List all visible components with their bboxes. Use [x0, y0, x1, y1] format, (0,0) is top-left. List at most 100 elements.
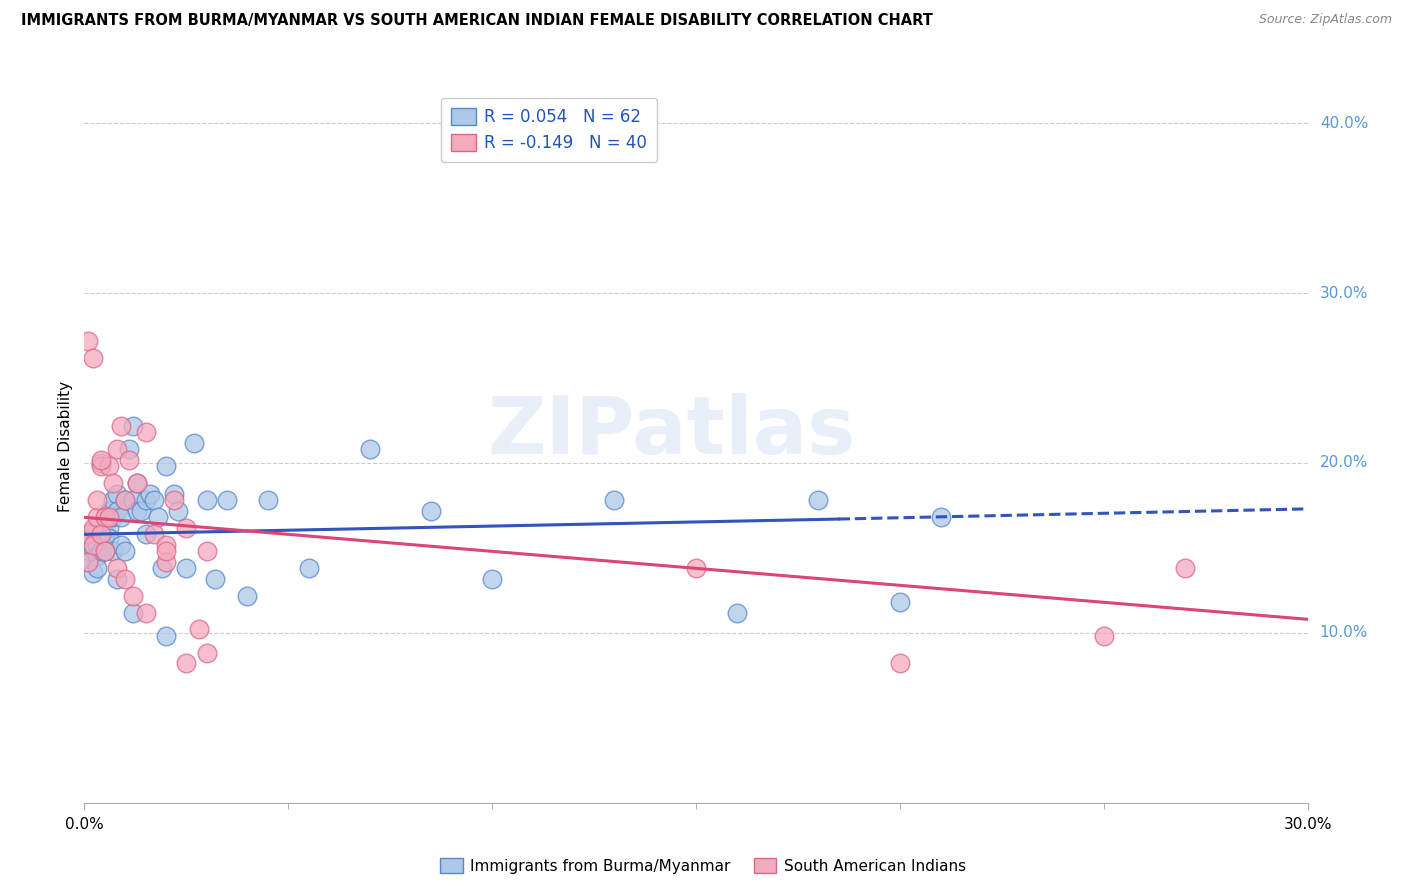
Point [138, 486, 160, 500]
Point [118, 442, 141, 457]
Point [105, 486, 128, 500]
Point [187, 623, 209, 637]
Point [114, 572, 136, 586]
Text: 10.0%: 10.0% [1320, 625, 1368, 640]
Point [135, 425, 157, 440]
Point [150, 561, 173, 575]
Point [97, 531, 120, 545]
Point [82, 566, 104, 581]
Point [97, 520, 120, 534]
Point [105, 572, 128, 586]
Point [155, 544, 177, 558]
Point [481, 572, 503, 586]
Point [77, 334, 100, 348]
Legend: Immigrants from Burma/Myanmar, South American Indians: Immigrants from Burma/Myanmar, South Ame… [433, 852, 973, 880]
Point [127, 476, 149, 491]
Point [127, 503, 149, 517]
Point [155, 459, 177, 474]
Point [155, 629, 177, 643]
Point [204, 572, 226, 586]
Text: ZIPatlas: ZIPatlas [488, 392, 856, 471]
Text: 20.0%: 20.0% [1320, 456, 1368, 470]
Point [77, 555, 100, 569]
Point [1174, 561, 1197, 575]
Point [155, 555, 177, 569]
Point [122, 418, 145, 433]
Point [131, 503, 153, 517]
Point [195, 646, 218, 660]
Point [97, 510, 120, 524]
Point [110, 418, 132, 433]
Point [93, 510, 115, 524]
Point [97, 503, 120, 517]
Point [101, 510, 124, 524]
Point [163, 486, 186, 500]
Point [257, 493, 280, 508]
Point [135, 527, 157, 541]
Legend: R = 0.054   N = 62, R = -0.149   N = 40: R = 0.054 N = 62, R = -0.149 N = 40 [441, 97, 657, 162]
Point [86, 561, 108, 575]
Point [105, 503, 128, 517]
Point [93, 544, 115, 558]
Text: IMMIGRANTS FROM BURMA/MYANMAR VS SOUTH AMERICAN INDIAN FEMALE DISABILITY CORRELA: IMMIGRANTS FROM BURMA/MYANMAR VS SOUTH A… [21, 13, 934, 29]
Point [889, 595, 911, 609]
Point [359, 442, 381, 457]
Point [118, 452, 141, 467]
Point [929, 510, 952, 524]
Point [217, 493, 239, 508]
Point [110, 537, 132, 551]
Point [77, 533, 100, 547]
Point [1092, 629, 1115, 643]
Point [685, 561, 707, 575]
Point [90, 527, 112, 541]
Point [122, 589, 145, 603]
Point [167, 503, 190, 517]
Point [135, 493, 157, 508]
Point [114, 493, 136, 508]
Point [114, 493, 136, 508]
Point [174, 520, 197, 534]
Point [82, 541, 104, 555]
Point [155, 537, 177, 551]
Point [105, 442, 128, 457]
Point [110, 510, 132, 524]
Point [97, 459, 120, 474]
Text: 40.0%: 40.0% [1320, 116, 1368, 131]
Point [82, 524, 104, 538]
Text: Source: ZipAtlas.com: Source: ZipAtlas.com [1258, 13, 1392, 27]
Point [82, 520, 104, 534]
Point [122, 606, 145, 620]
Point [101, 493, 124, 508]
Point [195, 493, 218, 508]
Point [90, 544, 112, 558]
Point [90, 452, 112, 467]
Point [86, 510, 108, 524]
Point [298, 561, 321, 575]
Point [101, 544, 124, 558]
Point [174, 657, 197, 671]
Point [420, 503, 443, 517]
Point [90, 459, 112, 474]
Text: 30.0%: 30.0% [1320, 285, 1368, 301]
Point [127, 476, 149, 491]
Point [163, 493, 186, 508]
Point [122, 493, 145, 508]
Point [90, 527, 112, 541]
Point [603, 493, 626, 508]
Point [114, 544, 136, 558]
Point [86, 549, 108, 564]
Point [82, 537, 104, 551]
Point [174, 561, 197, 575]
Point [236, 589, 259, 603]
Point [82, 351, 104, 365]
Point [86, 493, 108, 508]
Point [77, 544, 100, 558]
Point [146, 510, 169, 524]
Point [93, 541, 115, 555]
Point [195, 544, 218, 558]
Point [86, 537, 108, 551]
Point [725, 606, 748, 620]
Point [77, 527, 100, 541]
Point [77, 555, 100, 569]
Point [93, 527, 115, 541]
